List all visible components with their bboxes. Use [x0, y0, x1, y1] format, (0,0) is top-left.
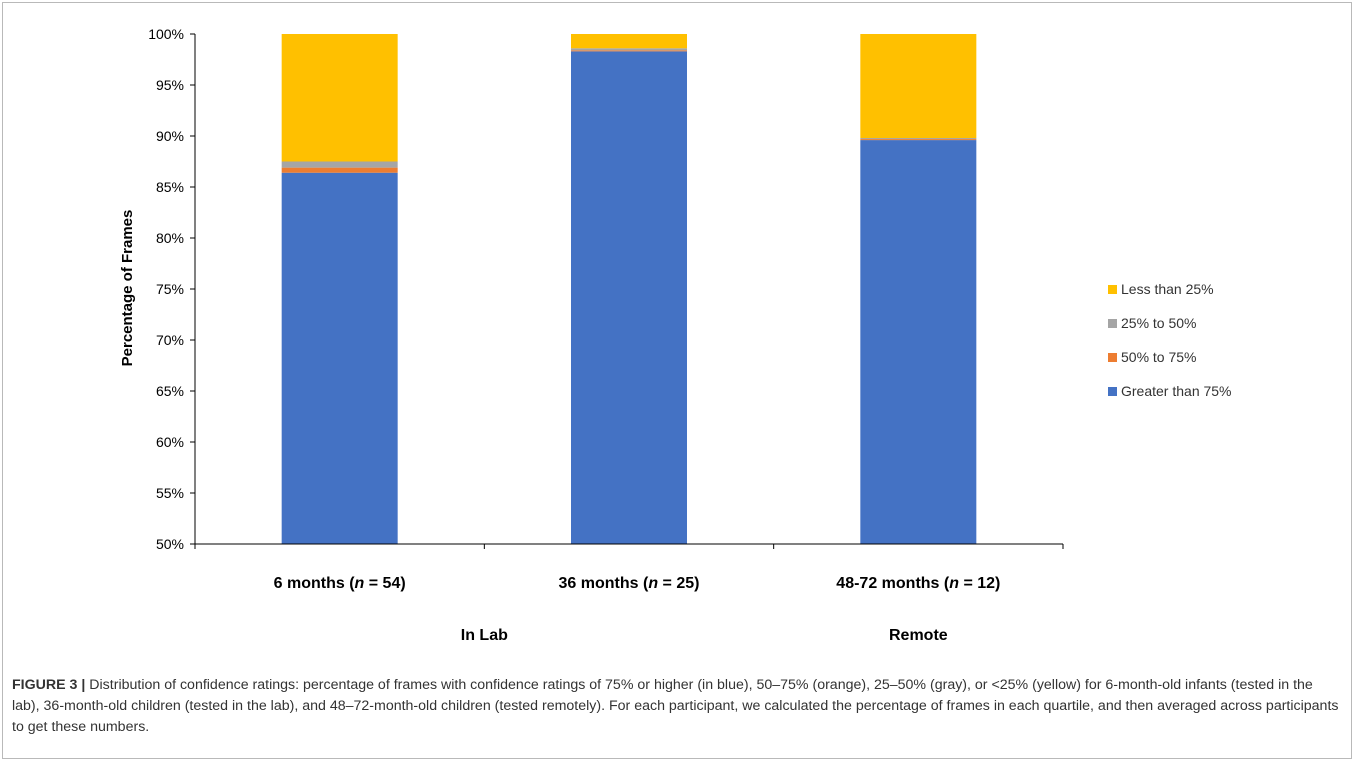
bar-segment-50-to-75--cat-1: [571, 50, 687, 52]
bar-segment-greater-than-75--cat-2: [860, 140, 977, 544]
y-tick-label: 60%: [156, 434, 184, 450]
y-tick-label: 80%: [156, 230, 184, 246]
bar-segment-less-than-25--cat-0: [281, 34, 398, 162]
y-tick-label: 65%: [156, 383, 184, 399]
legend-label: 25% to 50%: [1121, 315, 1197, 331]
figure-caption: FIGURE 3 | Distribution of confidence ra…: [12, 675, 1342, 738]
bar-segment-greater-than-75--cat-1: [571, 51, 687, 545]
caption-text: Distribution of confidence ratings: perc…: [12, 677, 1339, 735]
x-group-label: In Lab: [461, 627, 508, 644]
bar-segment-less-than-25--cat-2: [860, 34, 977, 139]
y-axis-title: Percentage of Frames: [119, 210, 136, 367]
bar-segment-less-than-25--cat-1: [571, 34, 687, 49]
bar-segment-25-to-50--cat-1: [571, 48, 687, 51]
legend: Less than 25% 25% to 50% 50% to 75% Greater…: [1108, 281, 1232, 399]
y-tick-label: 50%: [156, 536, 184, 552]
legend-swatch: [1108, 285, 1117, 294]
axis-layer: 50% 55% 60% 65% 70% 75% 80% 85% 90% 95% 100% 6 mont…: [148, 26, 1064, 644]
x-category-label: 36 months (n = 25): [559, 575, 700, 592]
bar-segment-25-to-50--cat-2: [860, 138, 977, 140]
bar-segment-25-to-50--cat-0: [281, 161, 398, 168]
stacked-bar-chart: 50% 55% 60% 65% 70% 75% 80% 85% 90% 95% 100% 6 mont…: [119, 26, 1232, 644]
y-tick-label: 90%: [156, 128, 184, 144]
legend-label: Greater than 75%: [1121, 383, 1232, 399]
y-tick-label: 75%: [156, 281, 184, 297]
y-tick-label: 100%: [148, 26, 184, 42]
bar-segment-50-to-75--cat-2: [860, 139, 977, 141]
bar-segment-50-to-75--cat-0: [281, 167, 398, 173]
legend-swatch: [1108, 353, 1117, 362]
x-category-label: 6 months (n = 54): [274, 575, 406, 592]
legend-swatch: [1108, 319, 1117, 328]
y-tick-label: 85%: [156, 179, 184, 195]
y-tick-label: 95%: [156, 77, 184, 93]
y-tick-label: 70%: [156, 332, 184, 348]
legend-label: Less than 25%: [1121, 281, 1214, 297]
y-tick-label: 55%: [156, 485, 184, 501]
bar-segment-greater-than-75--cat-0: [281, 172, 398, 544]
figure-number: FIGURE 3 |: [12, 677, 86, 693]
bars-layer: [281, 34, 977, 545]
x-category-label: 48-72 months (n = 12): [836, 575, 1000, 592]
legend-label: 50% to 75%: [1121, 349, 1197, 365]
legend-swatch: [1108, 387, 1117, 396]
x-group-label: Remote: [889, 627, 948, 644]
